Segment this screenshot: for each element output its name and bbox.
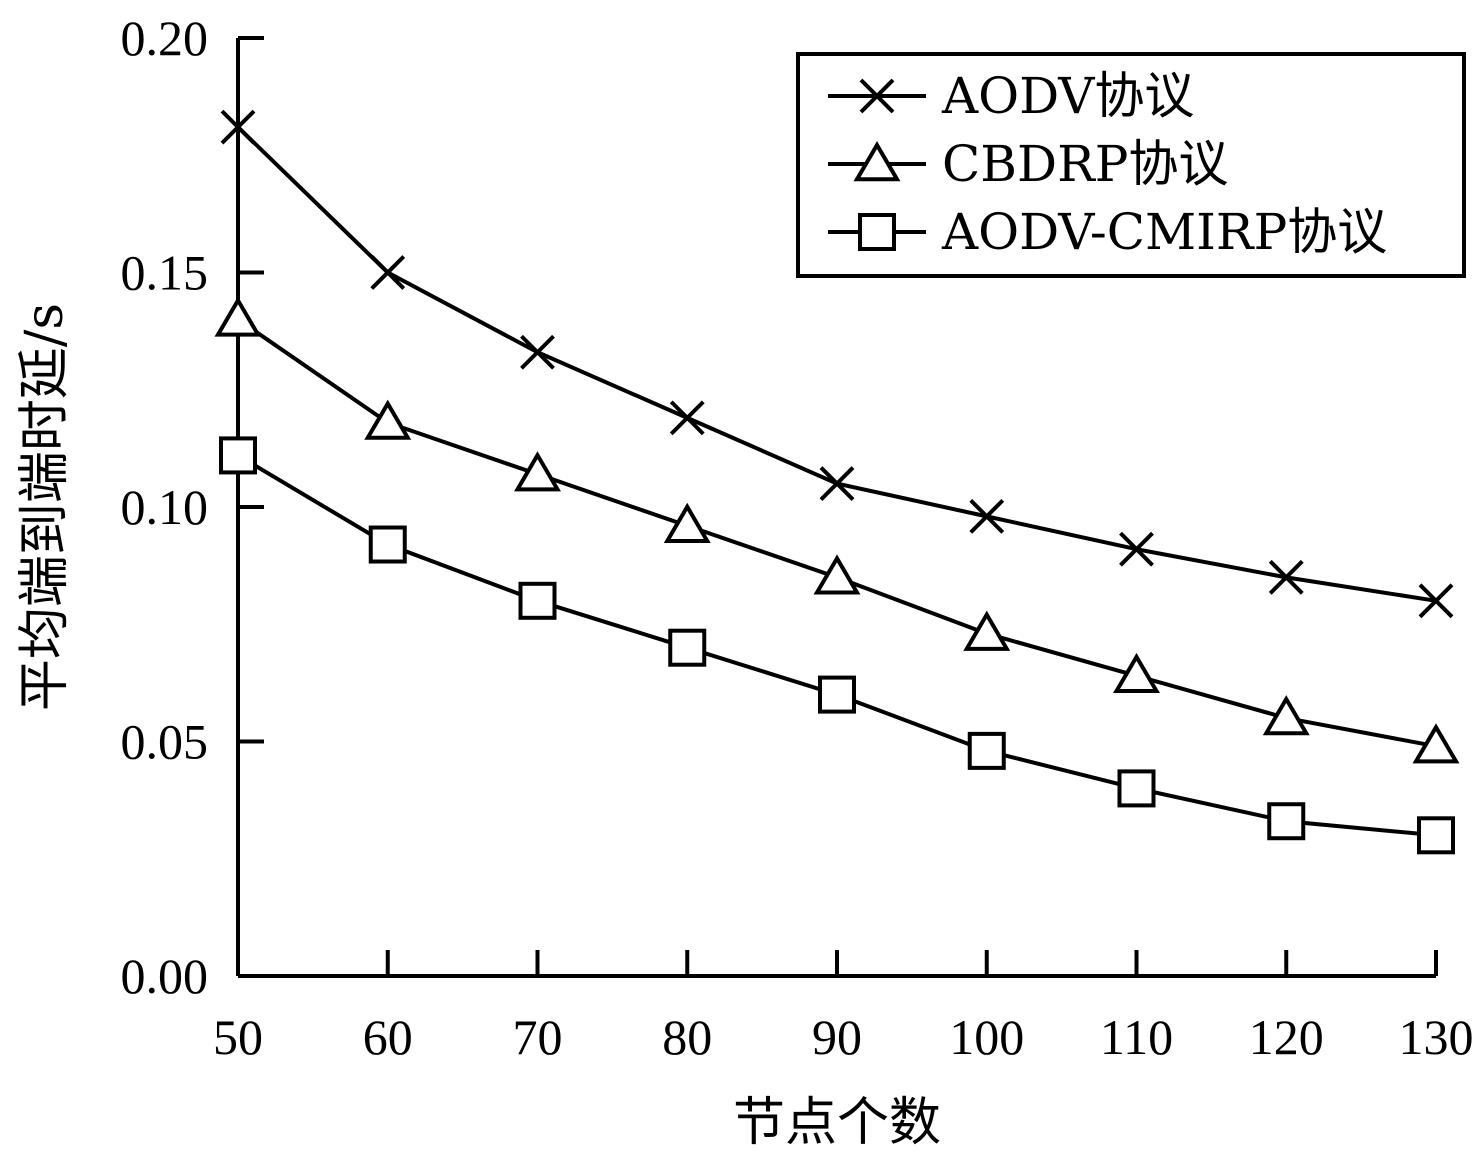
x-tick-label: 80 xyxy=(662,1009,712,1065)
y-axis-title: 平均端到端时延/s xyxy=(15,303,75,711)
data-point xyxy=(1417,816,1455,855)
data-point xyxy=(819,466,855,501)
x-tick-label: 50 xyxy=(213,1009,263,1065)
legend-label: CBDRP协议 xyxy=(942,135,1228,193)
data-point xyxy=(969,498,1005,534)
data-point xyxy=(1113,652,1160,694)
data-point xyxy=(220,109,256,145)
legend-item: AODV-CMIRP协议 xyxy=(828,203,1387,261)
x-tick-label: 60 xyxy=(363,1009,413,1065)
y-tick-label: 0.00 xyxy=(121,948,209,1004)
data-point xyxy=(813,554,861,595)
series-2 xyxy=(214,296,1460,764)
data-point xyxy=(967,731,1006,770)
data-point xyxy=(1117,769,1156,808)
data-point xyxy=(520,334,555,370)
x-axis-title: 节点个数 xyxy=(733,1093,941,1153)
data-point xyxy=(668,628,707,667)
legend-label: AODV-CMIRP协议 xyxy=(941,203,1387,261)
x-tick-label: 110 xyxy=(1100,1009,1173,1065)
data-point xyxy=(1418,583,1454,619)
data-point xyxy=(663,502,711,543)
data-point xyxy=(219,436,257,475)
legend-marker xyxy=(858,213,896,251)
legend-item: AODV协议 xyxy=(828,67,1194,125)
data-point xyxy=(518,581,557,620)
x-tick-label: 130 xyxy=(1399,1009,1474,1065)
x-tick-label: 90 xyxy=(812,1009,862,1065)
y-tick-label: 0.15 xyxy=(121,245,209,301)
data-point xyxy=(1268,559,1304,595)
data-point xyxy=(669,400,705,436)
y-tick-label: 0.05 xyxy=(121,714,209,770)
series-3 xyxy=(219,436,1455,855)
data-point xyxy=(214,296,262,337)
x-tick-label: 100 xyxy=(949,1009,1024,1065)
series-line xyxy=(236,453,1437,838)
y-tick-label: 0.10 xyxy=(121,479,209,535)
data-point xyxy=(818,675,856,714)
data-point xyxy=(1262,695,1310,736)
legend-item: CBDRP协议 xyxy=(828,135,1228,193)
axes: 0.00 0.05 0.10 0.15 0.20 50 60 70 80 90 100 110 120 1… xyxy=(121,10,1474,1065)
x-tick-label: 120 xyxy=(1249,1009,1324,1065)
legend-marker xyxy=(859,78,895,114)
data-point xyxy=(370,255,406,290)
data-point xyxy=(514,451,561,492)
data-point xyxy=(963,610,1011,651)
data-point xyxy=(1412,723,1460,764)
series-layer xyxy=(214,109,1460,855)
legend-label: AODV协议 xyxy=(941,67,1194,125)
data-point xyxy=(364,399,412,440)
y-tick-label: 0.20 xyxy=(121,10,209,66)
legend: AODV协议 CBDRP协议 AODV-CMIRP协议 xyxy=(796,52,1466,278)
data-point xyxy=(1119,531,1154,567)
data-point xyxy=(1267,802,1306,841)
data-point xyxy=(368,525,407,564)
series-1 xyxy=(220,109,1454,619)
legend-marker xyxy=(853,141,901,182)
x-tick-label: 70 xyxy=(513,1009,563,1065)
